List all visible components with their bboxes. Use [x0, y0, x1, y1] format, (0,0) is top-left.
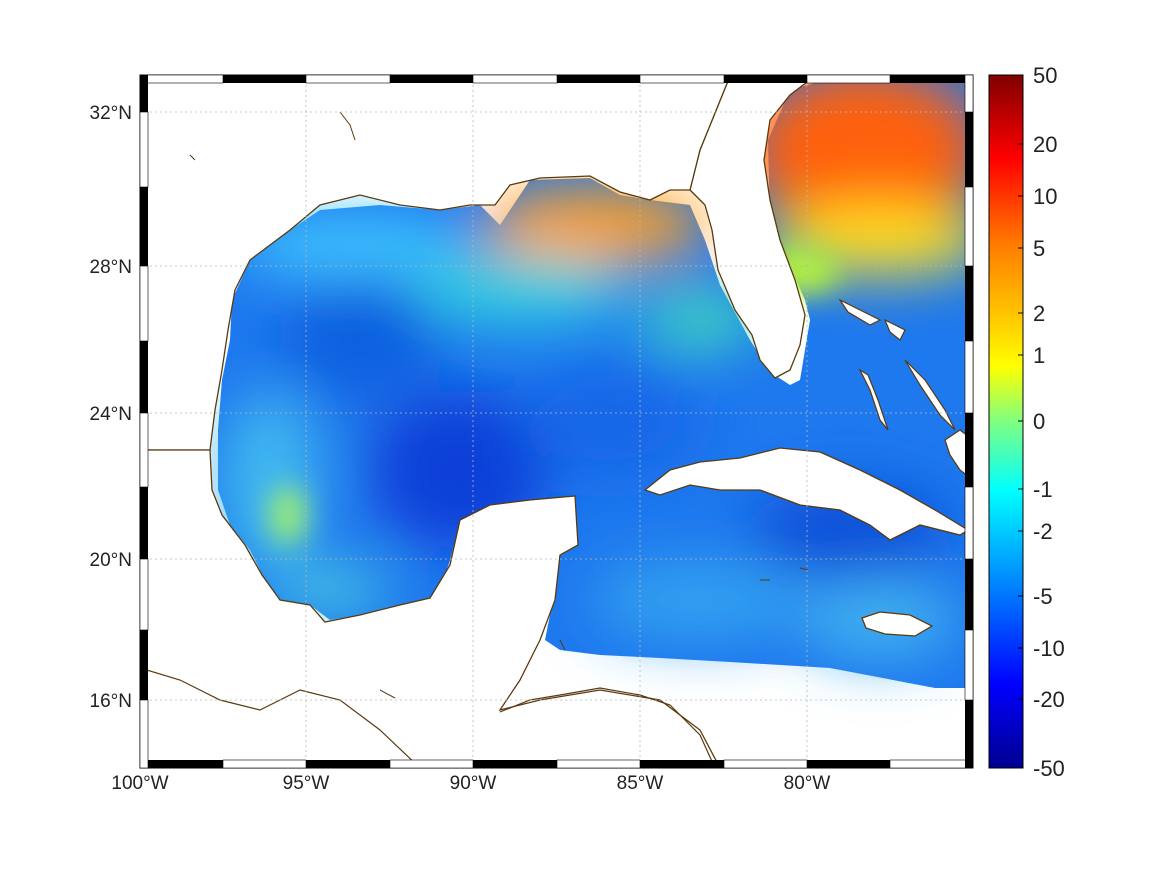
- lat-tick-labels: 32°N 28°N 24°N 20°N 16°N: [90, 103, 132, 712]
- colorbar-tick-label: 20: [1033, 132, 1057, 157]
- map-frame: [139, 74, 974, 769]
- lat-tick-label: 28°N: [90, 257, 132, 278]
- colorbar-tick-label: -5: [1033, 584, 1053, 609]
- lon-tick-label: 95°W: [283, 773, 330, 794]
- jamaica-land: [861, 611, 934, 637]
- lon-tick-label: 90°W: [450, 773, 497, 794]
- small-islands: [189, 111, 809, 699]
- lon-tick-label: 85°W: [617, 773, 664, 794]
- bahamas-islands: [838, 298, 956, 431]
- colorbar-ticks: [1018, 74, 1023, 769]
- lat-tick-label: 20°N: [90, 550, 132, 571]
- lat-tick-label: 32°N: [90, 103, 132, 124]
- colorbar-gradient: [988, 74, 1024, 769]
- coastlines: [140, 75, 973, 768]
- colorbar-tick-labels: 50 20 10 5 2 1 0 -1 -2 -5 -10 -20 -50: [1033, 63, 1065, 781]
- us-gulf-coast: [140, 75, 731, 451]
- lon-tick-labels: 100°W 95°W 90°W 85°W 80°W: [111, 773, 830, 794]
- lat-tick-label: 24°N: [90, 404, 132, 425]
- mexico-land: [140, 449, 721, 768]
- colorbar-tick-label: 5: [1033, 236, 1045, 261]
- colorbar: 50 20 10 5 2 1 0 -1 -2 -5 -10 -20 -50: [988, 63, 1065, 781]
- colorbar-tick-label: 10: [1033, 184, 1057, 209]
- colorbar-tick-label: 0: [1033, 409, 1045, 434]
- colorbar-tick-label: -10: [1033, 636, 1065, 661]
- lat-tick-label: 16°N: [90, 691, 132, 712]
- honduras-coast: [499, 687, 716, 768]
- colorbar-tick-label: -50: [1033, 756, 1065, 781]
- graticule: [140, 75, 973, 768]
- cuba-land: [643, 447, 970, 541]
- colorbar-tick-label: 1: [1033, 343, 1045, 368]
- lon-tick-label: 100°W: [111, 773, 168, 794]
- colorbar-tick-label: 50: [1033, 63, 1057, 88]
- colorbar-tick-label: -1: [1033, 477, 1053, 502]
- colorbar-tick-label: -2: [1033, 519, 1053, 544]
- colorbar-tick-label: 2: [1033, 301, 1045, 326]
- colorbar-tick-label: -20: [1033, 687, 1065, 712]
- lon-tick-label: 80°W: [784, 773, 831, 794]
